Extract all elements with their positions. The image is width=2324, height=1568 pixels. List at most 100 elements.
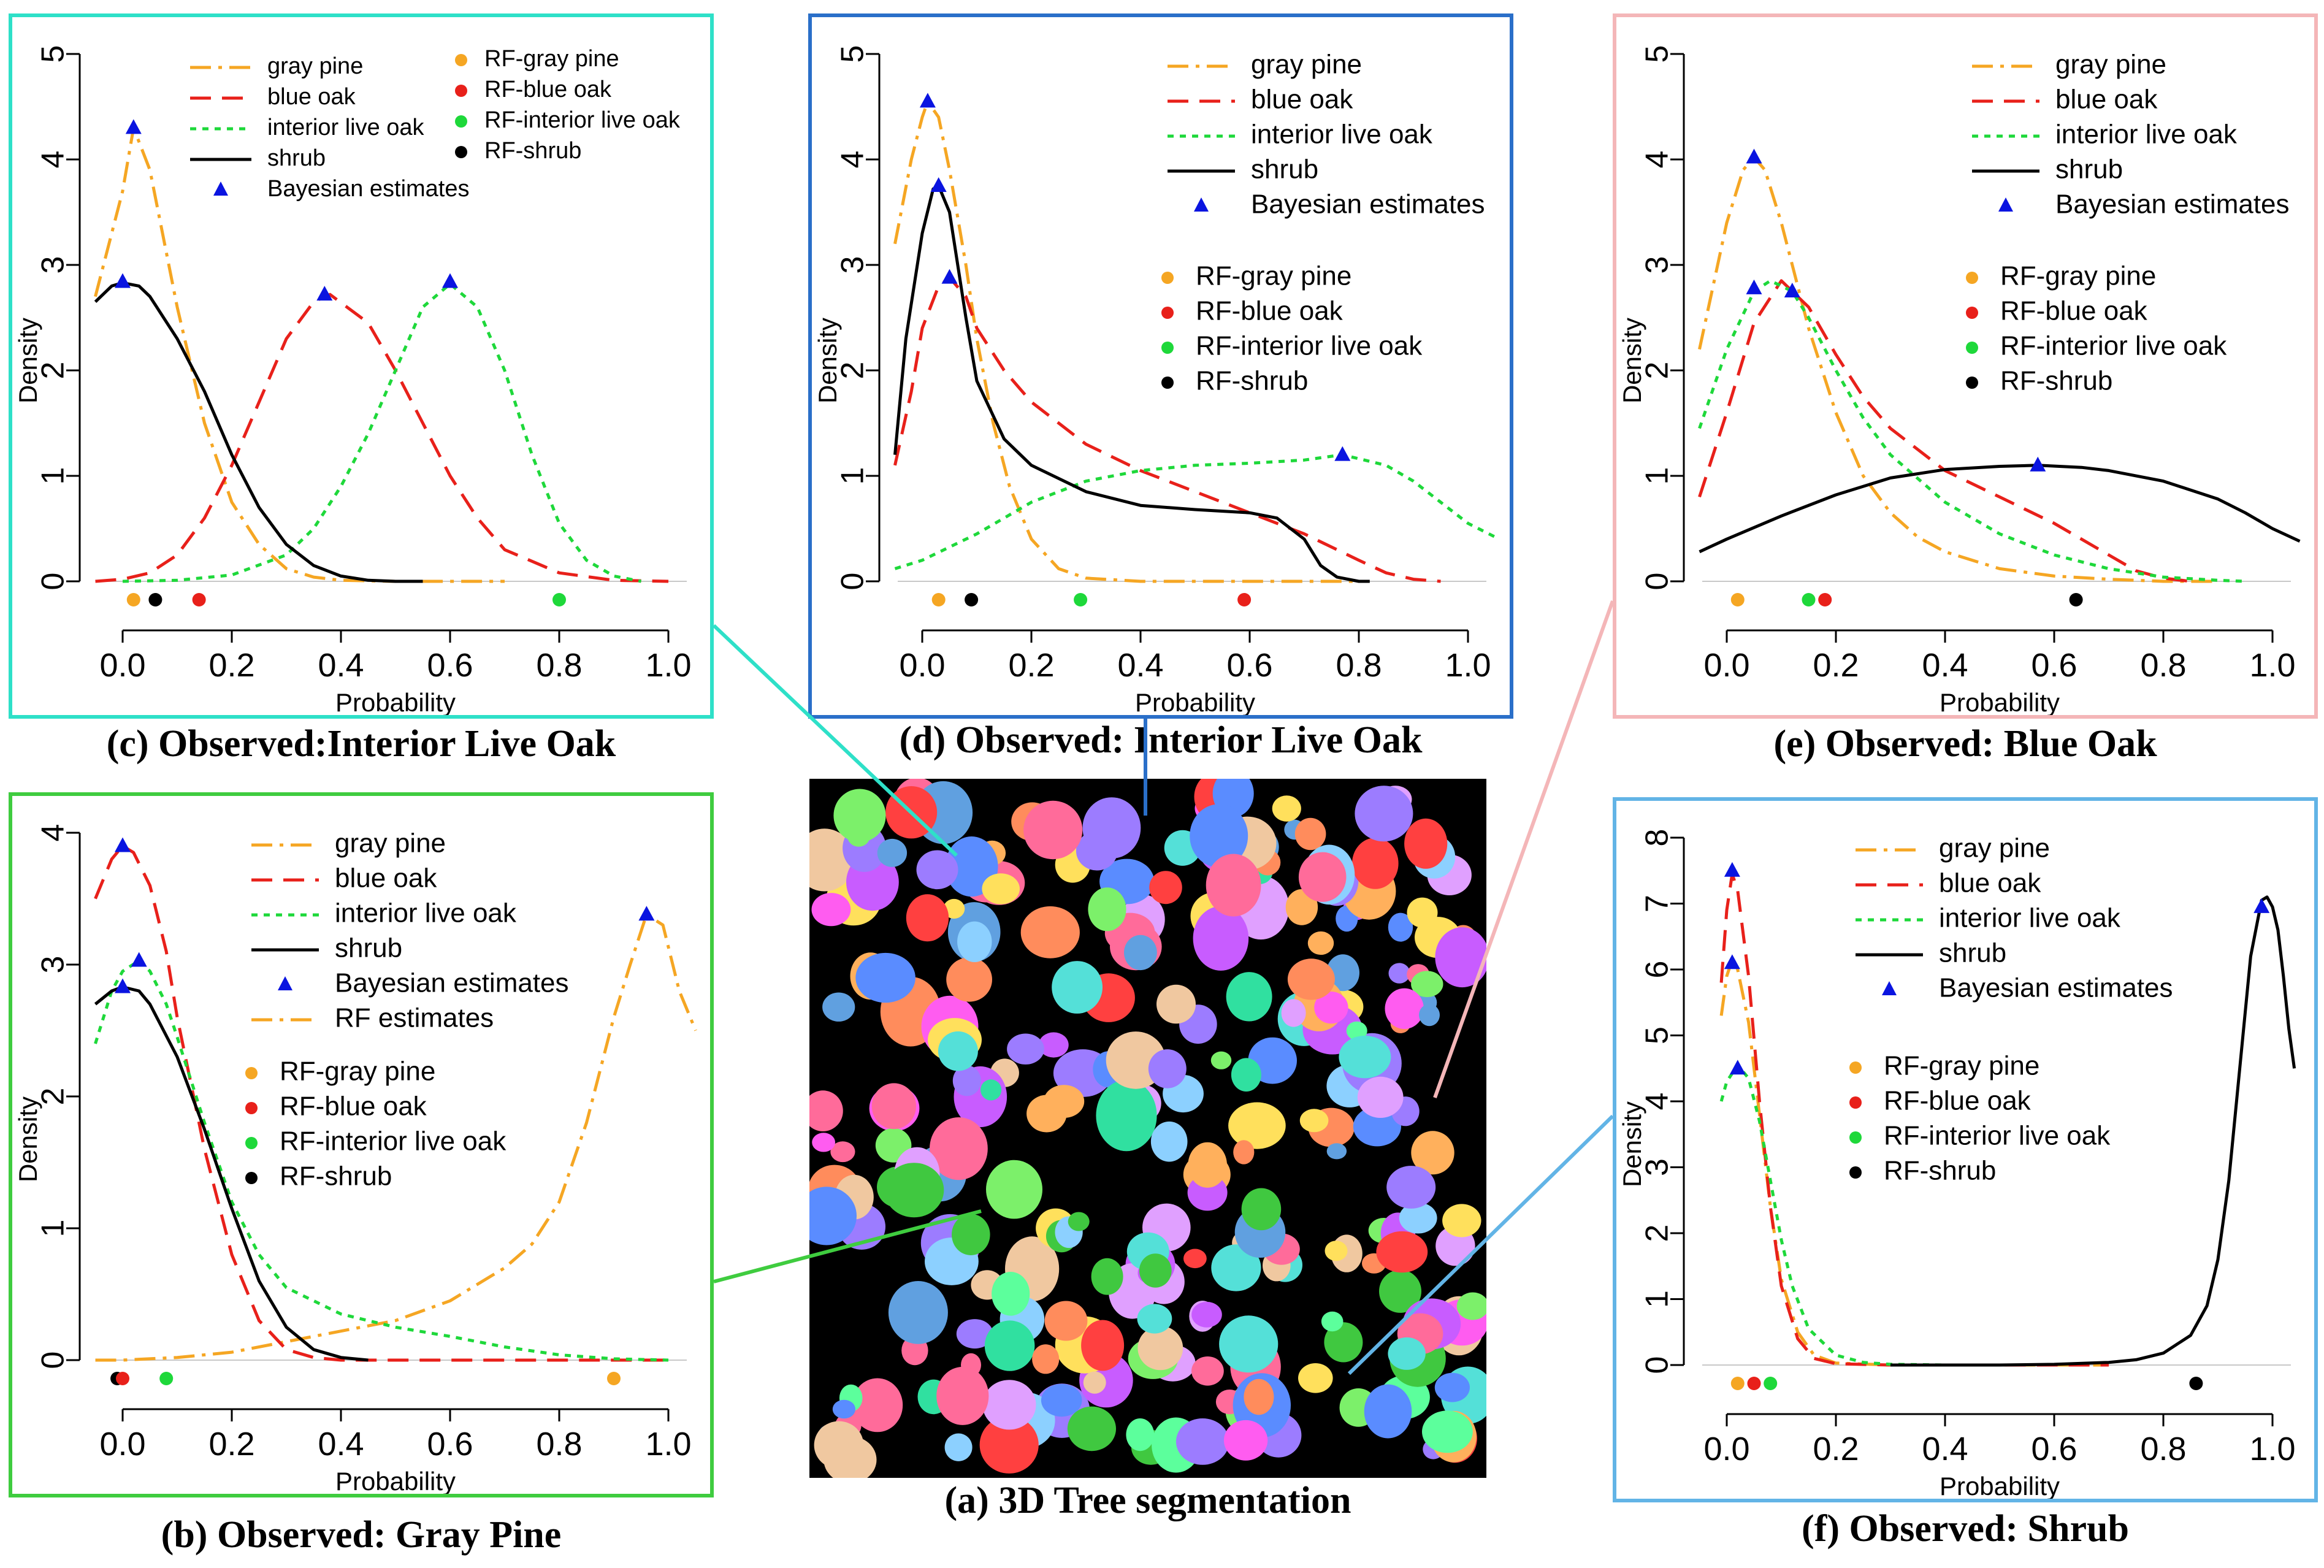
x-tick-label: 0.0 bbox=[1703, 647, 1749, 684]
y-tick-label: 5 bbox=[36, 45, 71, 63]
tree-crown bbox=[1244, 1379, 1274, 1415]
tree-crown bbox=[1364, 1384, 1412, 1439]
y-tick-label: 1 bbox=[36, 467, 71, 485]
bayes-point bbox=[442, 273, 458, 288]
tree-crown bbox=[1388, 1337, 1426, 1370]
y-tick-label: 4 bbox=[36, 824, 71, 842]
tree-crown bbox=[1193, 906, 1249, 971]
tree-crown bbox=[1044, 1085, 1085, 1118]
legend-label: RF-interior live oak bbox=[484, 107, 681, 133]
bayes-point bbox=[1746, 148, 1762, 164]
tree-crown bbox=[1407, 897, 1438, 928]
tree-crown bbox=[984, 1320, 1035, 1371]
x-tick-label: 1.0 bbox=[645, 1426, 691, 1463]
legend-bayes-marker bbox=[1882, 981, 1897, 995]
legend-label: RF-shrub bbox=[1196, 366, 1308, 396]
legend-label: RF-blue oak bbox=[280, 1092, 427, 1122]
tree-crown bbox=[957, 921, 992, 962]
legend-label: RF-interior live oak bbox=[1196, 331, 1423, 361]
series-line-shrub bbox=[1699, 464, 2301, 554]
bayes-point bbox=[2030, 456, 2046, 472]
y-tick-label: 0 bbox=[835, 573, 871, 591]
bayes-point bbox=[919, 93, 936, 108]
tree-crown bbox=[1442, 1204, 1481, 1237]
x-axis-label: Probability bbox=[1940, 1472, 2060, 1499]
tree-crown bbox=[855, 952, 915, 1003]
rf-point-blue-oak bbox=[116, 1372, 129, 1385]
series-line-interior-live-oak bbox=[1719, 1063, 2000, 1367]
tree-crown bbox=[982, 873, 1020, 904]
rf-point-interior-live-oak bbox=[1764, 1377, 1778, 1390]
series-line-interior-live-oak bbox=[894, 453, 1496, 570]
legend-label: Bayesian estimates bbox=[2055, 189, 2290, 220]
tree-crown bbox=[1137, 1326, 1183, 1371]
legend-label: blue oak bbox=[335, 863, 437, 893]
legend-label: gray pine bbox=[335, 828, 446, 859]
legend-label: blue oak bbox=[1251, 85, 1353, 115]
legend-label: blue oak bbox=[1939, 868, 2041, 898]
legend-label: gray pine bbox=[1939, 833, 2050, 863]
tree-crown bbox=[1023, 800, 1083, 860]
rf-point-interior-live-oak bbox=[1802, 593, 1816, 606]
tree-crown bbox=[943, 898, 965, 919]
tree-crown bbox=[1211, 1244, 1261, 1291]
tree-crown bbox=[803, 1090, 843, 1131]
legend-rf-marker bbox=[1966, 342, 1978, 354]
y-tick-label: 6 bbox=[1640, 961, 1675, 979]
tree-crown bbox=[1241, 1188, 1282, 1231]
x-tick-label: 1.0 bbox=[1445, 647, 1491, 684]
chart-b-plot: 0 1 2 3 4 0.0 0.2 0.4 0.6 0.8 1.0 Probability Densit… bbox=[13, 824, 697, 1494]
tree-crown bbox=[1020, 906, 1080, 958]
y-tick-label: 3 bbox=[36, 256, 71, 274]
tree-crown bbox=[1083, 1371, 1106, 1394]
caption-f: (f) Observed: Shrub bbox=[1802, 1508, 2129, 1550]
tree-crown bbox=[1191, 1301, 1222, 1328]
tree-crown bbox=[1299, 1109, 1329, 1133]
tree-crown bbox=[1137, 1304, 1172, 1334]
legend-label: RF-gray pine bbox=[1884, 1051, 2039, 1081]
tree-crown bbox=[1376, 1231, 1428, 1273]
legend-rf-marker bbox=[455, 146, 467, 158]
x-axis-label: Probability bbox=[1940, 688, 2060, 715]
legend-label: shrub bbox=[1939, 938, 2006, 968]
tree-crown bbox=[1339, 1035, 1391, 1079]
legend-bayes-marker bbox=[278, 976, 292, 990]
tree-crown bbox=[1434, 1372, 1470, 1402]
tree-crown bbox=[980, 1079, 1002, 1101]
legend-label: RF estimates bbox=[335, 1003, 494, 1033]
tree-crown bbox=[1404, 818, 1448, 869]
legend-label: RF-interior live oak bbox=[1884, 1121, 2111, 1151]
tree-crown bbox=[1298, 1363, 1333, 1393]
x-tick-label: 0.6 bbox=[427, 1426, 473, 1463]
rf-point-interior-live-oak bbox=[1074, 593, 1088, 606]
x-tick-label: 0.8 bbox=[2140, 1431, 2186, 1467]
legend-label: interior live oak bbox=[1251, 120, 1433, 150]
x-tick-label: 0.4 bbox=[1922, 1431, 1968, 1467]
legend-label: RF-interior live oak bbox=[280, 1126, 506, 1157]
legend-label: RF-shrub bbox=[1884, 1156, 1996, 1186]
tree-crown bbox=[1314, 992, 1348, 1024]
x-tick-label: 0.0 bbox=[99, 647, 145, 684]
caption-b: (b) Observed: Gray Pine bbox=[161, 1514, 562, 1556]
rf-point-gray-pine bbox=[1730, 1377, 1745, 1390]
legend-label: gray pine bbox=[267, 53, 363, 79]
y-axis-label: Density bbox=[13, 1096, 42, 1182]
bayes-point bbox=[941, 269, 958, 284]
legend-rf-marker bbox=[455, 115, 467, 128]
legend-rf-marker bbox=[1161, 272, 1174, 284]
legend-label: blue oak bbox=[267, 84, 356, 110]
chart-f-plot: 0 1 2 3 4 5 6 7 8 0.0 0.2 0.4 0.6 0.8 1.0 Probability De… bbox=[1618, 829, 2296, 1499]
series-line-blue-oak bbox=[94, 844, 668, 1362]
tree-crown bbox=[1326, 1143, 1347, 1160]
rf-point-blue-oak bbox=[192, 593, 206, 606]
chart-panel-f: 0 1 2 3 4 5 6 7 8 0.0 0.2 0.4 0.6 0.8 1.0 Probability De… bbox=[1613, 797, 2318, 1502]
y-axis-label: Density bbox=[1618, 1101, 1646, 1187]
tree-crown bbox=[938, 1031, 978, 1071]
tree-crown bbox=[936, 1366, 989, 1425]
series-line-blue-oak bbox=[1698, 279, 2191, 583]
tree-crown bbox=[1183, 1249, 1207, 1269]
y-tick-label: 2 bbox=[835, 362, 871, 380]
tree-crown bbox=[1226, 972, 1272, 1022]
tree-crown bbox=[877, 838, 908, 867]
tree-crown bbox=[1388, 912, 1413, 942]
